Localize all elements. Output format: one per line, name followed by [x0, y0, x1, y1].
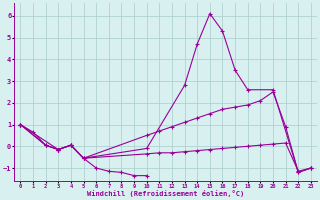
X-axis label: Windchill (Refroidissement éolien,°C): Windchill (Refroidissement éolien,°C) [87, 190, 244, 197]
